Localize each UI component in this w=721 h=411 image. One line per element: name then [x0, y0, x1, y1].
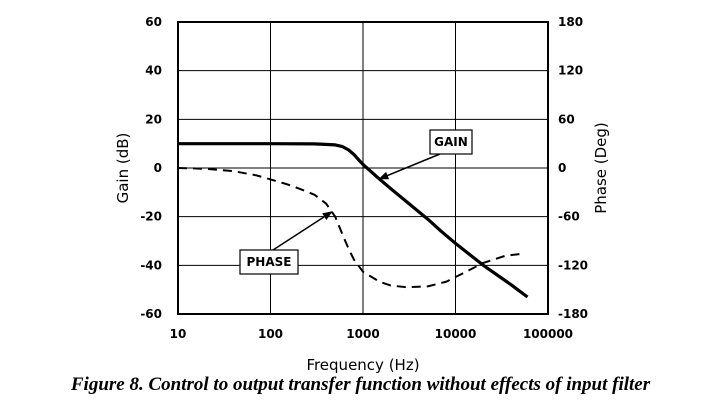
x-tick-label: 10	[170, 327, 187, 341]
tick-labels: 10 100 1000 10000 100000 60 40 20 0 -20 -40 -60 180 1…	[140, 15, 588, 341]
y2-tick-label: 60	[558, 112, 575, 126]
figure-caption: Figure 8. Control to output transfer fun…	[70, 374, 651, 395]
plot-frame	[177, 21, 549, 315]
x-tick-label: 1000	[346, 327, 379, 341]
y2-tick-label: 0	[558, 161, 566, 175]
y-tick-label: 40	[145, 64, 162, 78]
y-tick-label: 0	[154, 161, 162, 175]
annotation-box	[239, 249, 299, 275]
x-tick-label: 100000	[523, 327, 573, 341]
x-tick-label: 10000	[435, 327, 477, 341]
y2-tick-label: -180	[558, 307, 588, 321]
series-layer	[177, 142, 529, 299]
annotation-label: PHASE	[247, 255, 292, 269]
y-tick-label: -60	[140, 307, 162, 321]
x-axis-title: Frequency (Hz)	[306, 356, 419, 374]
series-line-gain	[178, 142, 529, 299]
y2-tick-label: -60	[558, 210, 580, 224]
y-axis-right-title: Phase (Deg)	[592, 122, 610, 214]
x-tick-label: 100	[258, 327, 283, 341]
annotation-arrow	[378, 153, 441, 180]
y-tick-label: 20	[145, 112, 162, 126]
annotations: GAIN PHASE	[239, 129, 473, 275]
y2-tick-label: 180	[558, 15, 583, 29]
annotation-arrow	[272, 211, 333, 251]
annotation-box	[429, 129, 473, 155]
y-tick-label: -40	[140, 258, 162, 272]
series-line-phase	[177, 167, 521, 289]
y-tick-label: 60	[145, 15, 162, 29]
y2-tick-label: 120	[558, 64, 583, 78]
y2-tick-label: -120	[558, 258, 588, 272]
annotation-label: GAIN	[434, 135, 468, 149]
y-axis-left-title: Gain (dB)	[114, 133, 132, 204]
y-tick-label: -20	[140, 210, 162, 224]
